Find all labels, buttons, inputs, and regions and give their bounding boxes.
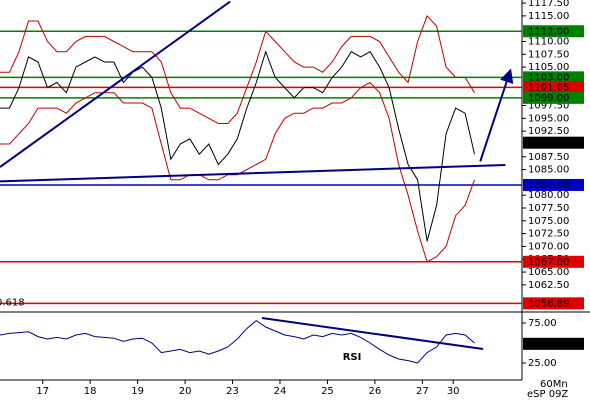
y-tick-label: 1095.00 [528,113,569,124]
trendline [479,68,514,162]
level-label-box [523,25,584,38]
level-label-box [523,178,584,191]
last-value-label: 1090.25 [528,138,569,149]
level-label: 1058.89 [528,298,569,309]
trendline [0,163,506,183]
level-label: 1067.00 [528,257,569,268]
x-tick-label: 23 [226,386,239,397]
series-line [0,319,475,364]
footer-text: 60Mn [540,379,568,390]
y-tick-label: 1077.50 [528,203,569,214]
y-tick-label: 1115.00 [528,11,569,22]
y-tick-label: 1072.50 [528,229,569,240]
y-tick-label: 1097.50 [528,101,569,112]
y-tick-label: 1062.50 [528,280,569,291]
last-value-box [523,337,584,350]
x-tick-label: 20 [179,386,192,397]
level-label-box [523,81,584,94]
series-line [0,14,475,124]
trendline [0,0,231,168]
level-label: 1082.00 [528,180,569,191]
series-line [0,50,475,242]
y-tick-label: 75.00 [528,318,557,329]
y-tick-label: 1087.50 [528,152,569,163]
x-tick-label: 18 [84,386,97,397]
x-tick-label: 26 [369,386,382,397]
level-label-box [523,71,584,84]
x-tick-label: 24 [274,386,287,397]
y-tick-label: 1075.00 [528,216,569,227]
level-label: 1099.00 [528,93,569,104]
y-tick-label: 1092.50 [528,126,569,137]
last-value-box [523,136,584,149]
level-label-box [523,255,584,268]
x-tick-label: 25 [321,386,334,397]
y-tick-label: 1065.00 [528,267,569,278]
y-tick-label: 1105.00 [528,62,569,73]
y-tick-label: 1110.00 [528,36,569,47]
y-tick-label: 1085.00 [528,165,569,176]
y-tick-label: 25.00 [528,358,557,369]
y-tick-label: 1107.50 [528,49,569,60]
panel-title: RSI [343,352,362,363]
x-tick-label: 27 [416,386,429,397]
level-label: 1101.05 [528,82,569,93]
trendline [261,317,484,350]
y-tick-label: 1070.00 [528,241,569,252]
level-label: 1112.00 [528,26,569,37]
level-note: 0.618 [0,297,25,308]
footer-text: eSP 09Z [527,389,568,400]
y-tick-label: 1117.50 [528,0,569,9]
y-tick-label: 1080.00 [528,190,569,201]
x-tick-label: 17 [36,386,49,397]
x-tick-label: 30 [447,386,460,397]
level-label-box [523,297,584,310]
level-label: 1103.00 [528,72,569,83]
x-tick-label: 19 [131,386,144,397]
series-line [0,81,475,263]
last-value-label: 48.99 [528,339,557,350]
level-label-box [523,91,584,104]
